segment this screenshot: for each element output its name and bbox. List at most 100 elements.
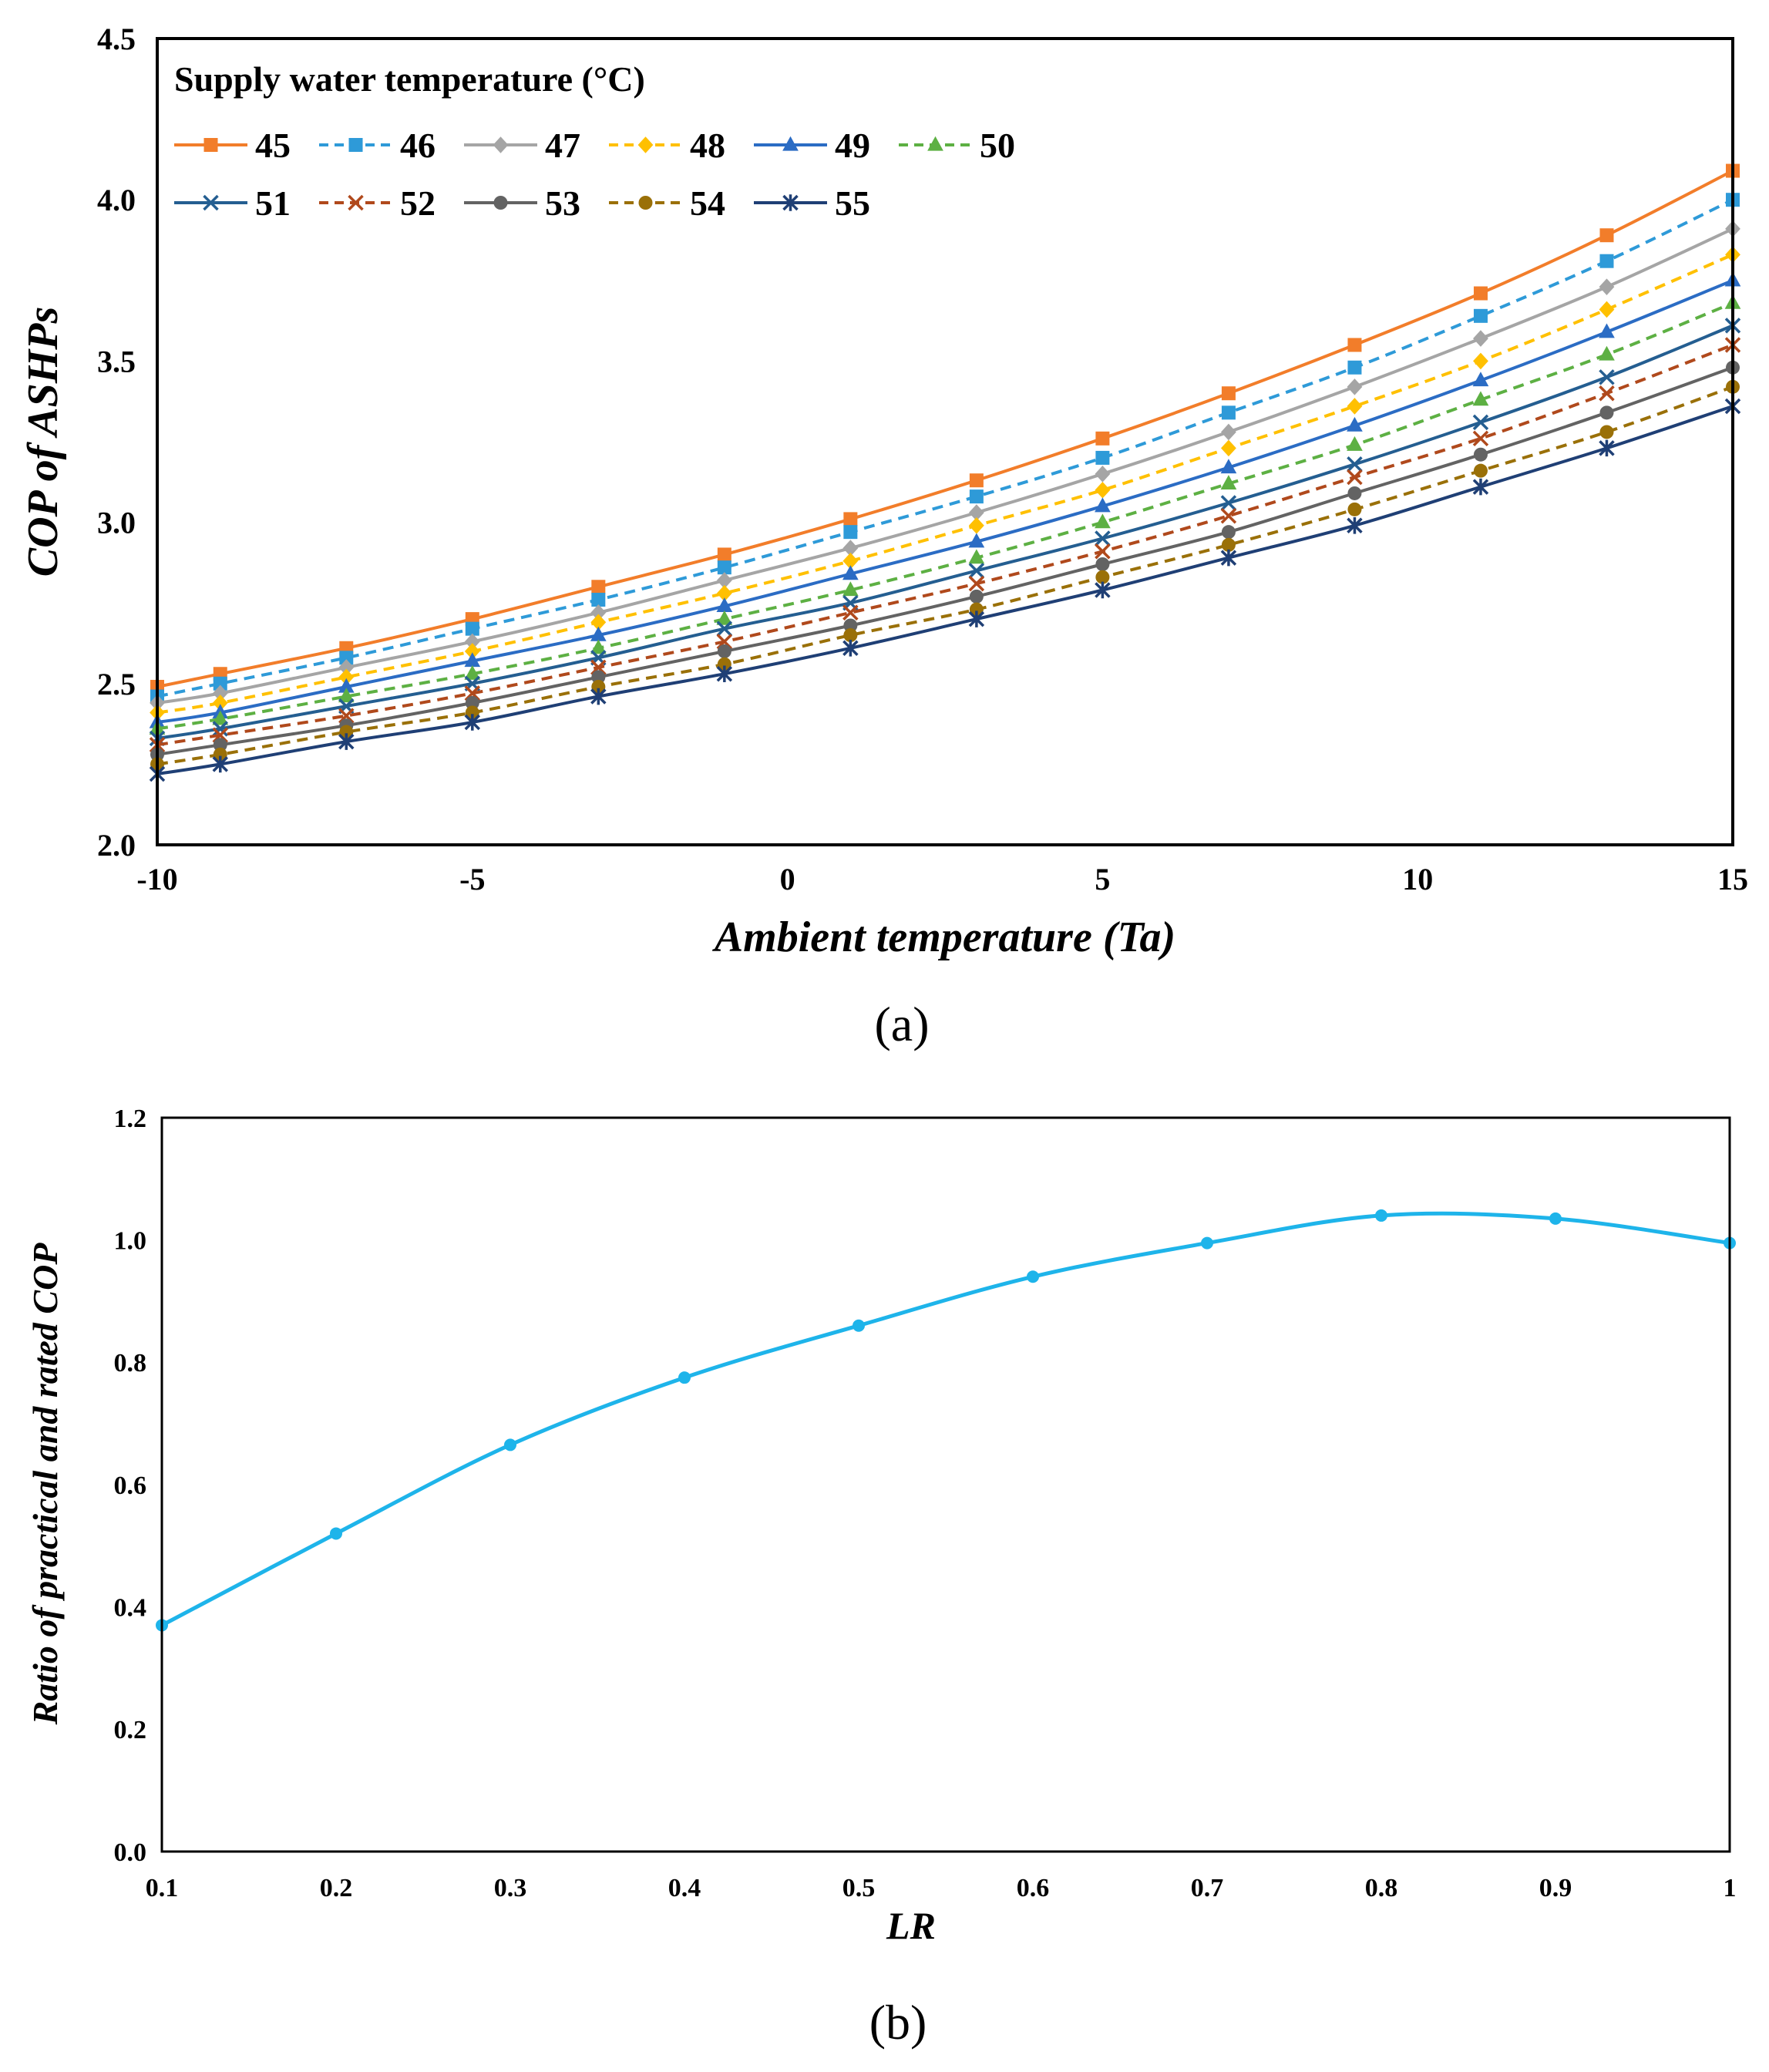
data-point [338,668,355,686]
chart-a-y-ticks: 2.0 2.5 3.0 3.5 4.0 4.5 [97,22,136,863]
data-point [1599,345,1615,361]
data-point [1095,497,1111,513]
data-point [968,504,984,521]
y-tick-label: 0.4 [114,1594,147,1623]
chart-b-xlabel: LR [886,1904,936,1947]
data-point [1473,447,1488,462]
data-point [717,547,731,562]
data-point [1472,372,1489,387]
data-point [968,533,985,548]
data-point [590,614,607,631]
data-point [1095,581,1111,599]
data-point [1221,405,1236,420]
data-point [842,639,859,657]
legend-swatch-marker [782,136,799,151]
chart-a-series-group [149,163,1741,782]
chart-a-legend: 45 46 47 48 49 50 51 52 53 54 55 [174,126,1015,223]
chart-b-y-ticks: 0.0 0.2 0.4 0.6 0.8 1.0 1.2 [114,1105,147,1867]
y-tick-label: 1.2 [114,1105,147,1133]
y-tick-label: 0.8 [114,1349,147,1377]
x-tick-label: 0.6 [1017,1874,1050,1902]
data-point [1599,323,1615,338]
data-point [716,572,732,589]
legend-label: 51 [255,183,291,223]
data-point [590,688,607,705]
data-point [1095,570,1110,584]
data-point [504,1438,516,1451]
data-point [464,643,480,660]
data-point [968,610,985,627]
legend-label: 55 [835,183,870,223]
data-point [843,525,858,540]
legend-swatch-marker [493,196,508,210]
data-point [969,602,984,617]
data-point [1027,1270,1039,1283]
data-point [1549,1212,1562,1225]
data-point [1472,414,1489,431]
legend-swatch-marker [782,194,799,211]
chart-b-series-group [156,1209,1736,1632]
data-point [212,755,228,773]
data-point [464,714,481,731]
y-tick-label: 4.0 [97,183,136,217]
y-tick-label: 0.2 [114,1716,147,1744]
data-point [1347,469,1363,486]
x-tick-label: 10 [1402,862,1433,896]
data-point [678,1371,691,1384]
data-point [1095,557,1110,571]
data-point [842,553,859,570]
data-point [464,633,480,651]
data-point [590,604,607,621]
x-tick-label: 5 [1095,862,1110,896]
data-point [717,560,731,575]
data-point [1347,502,1362,516]
data-point [716,584,732,602]
data-point [969,589,984,604]
series-line-ratio [160,1211,1730,1627]
data-point [1095,543,1111,560]
data-point [1095,431,1110,446]
x-tick-label: -10 [136,862,177,896]
y-tick-label: 4.5 [97,22,136,56]
data-point [968,549,985,564]
data-point [212,695,228,711]
data-point [1375,1209,1387,1222]
y-tick-label: 2.5 [97,667,136,701]
data-point [968,516,984,534]
x-tick-label: 0.8 [1365,1874,1398,1902]
legend-item-51: 51 [174,183,291,223]
legend-item-54: 54 [609,183,725,223]
data-point [1095,466,1111,483]
data-point [338,688,355,703]
data-point [1599,405,1614,420]
data-point [1472,391,1489,406]
data-point [464,664,481,680]
x-tick-label: 0.1 [146,1874,179,1902]
data-point [338,733,355,750]
data-point [339,651,354,665]
data-point [1220,549,1237,567]
x-tick-label: 0.7 [1191,1874,1224,1902]
data-point [464,652,481,668]
data-point [716,610,733,625]
data-point [1347,456,1363,473]
data-point [717,644,731,658]
legend-label: 50 [980,126,1015,165]
data-point [465,695,479,710]
series-markers-50 [149,294,1741,735]
data-point [591,670,606,684]
chart-panel-b: 0.1 0.2 0.3 0.4 0.5 0.6 0.7 0.8 0.9 1 0.00.20.40.… [25,1105,1737,2050]
chart-a-plot-frame [156,37,1734,846]
data-point [590,626,607,641]
series-markers-48 [150,246,1740,722]
x-tick-label: 0.3 [494,1874,527,1902]
data-point [843,618,858,633]
y-tick-label: 0.6 [114,1472,147,1500]
data-point [843,628,858,643]
y-tick-label: 3.0 [97,506,136,540]
data-point [1221,439,1236,457]
legend-label: 49 [835,126,870,165]
data-point [1473,286,1488,301]
data-point [968,575,985,592]
